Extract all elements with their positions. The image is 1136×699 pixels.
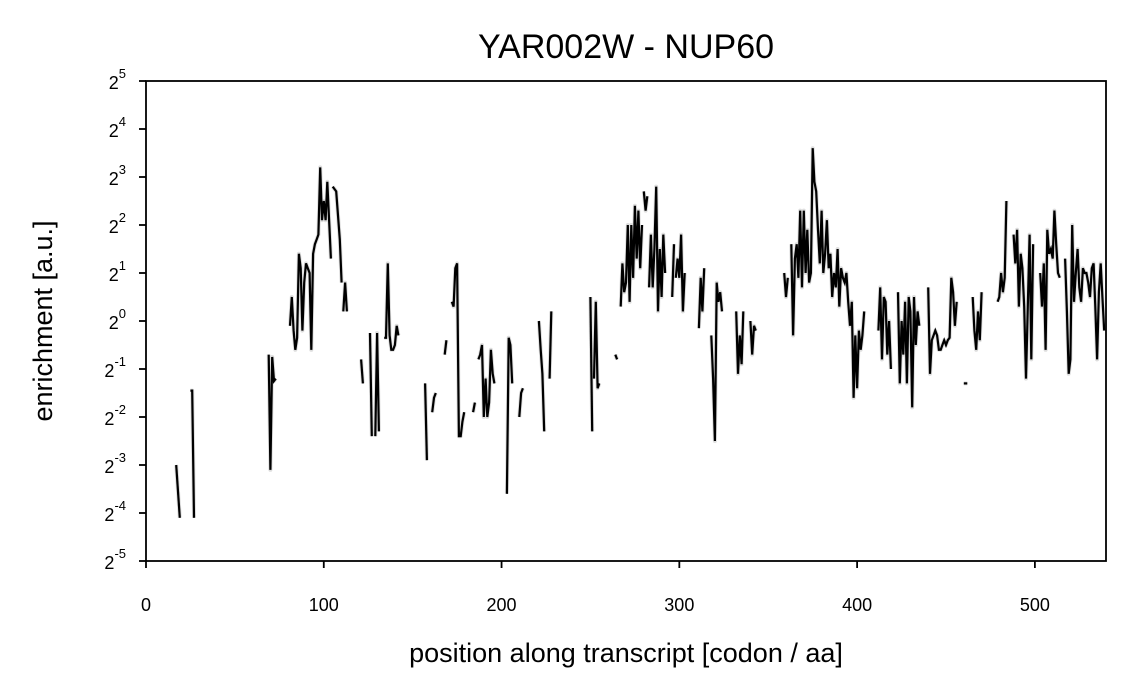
x-tick-label: 300 [664, 595, 694, 615]
x-axis-label: position along transcript [codon / aa] [409, 638, 843, 668]
enrichment-line-segment [431, 392, 437, 413]
enrichment-line-segment [472, 402, 476, 413]
enrichment-line-segment [360, 359, 364, 384]
enrichment-line-segment [749, 320, 757, 355]
enrichment-line-segment [697, 268, 706, 329]
enrichment-line-segment [614, 354, 619, 360]
enrichment-line-segment [1064, 224, 1106, 374]
enrichment-line-segment [374, 332, 380, 437]
y-tick-exponent: 1 [119, 258, 126, 273]
y-tick-base: 2 [109, 265, 119, 285]
chart-title: YAR002W - NUP60 [478, 28, 774, 66]
enrichment-line-segment [735, 311, 745, 374]
enrichment-line-segment [384, 263, 400, 351]
x-tick-label: 200 [487, 595, 517, 615]
enrichment-line-segment [175, 464, 181, 518]
enrichment-line-layer [175, 148, 1106, 518]
y-tick-label: 20 [109, 306, 126, 333]
y-tick-label: 24 [109, 114, 126, 141]
enrichment-line-segment [518, 387, 524, 418]
enrichment-line-segment [267, 354, 277, 470]
plot-area [145, 80, 1107, 562]
enrichment-line-segment [790, 148, 866, 398]
enrichment-line-segment [710, 282, 724, 442]
enrichment-line-segment [592, 301, 601, 389]
enrichment-line-segment [424, 383, 428, 461]
y-tick-exponent: 4 [119, 114, 126, 129]
enrichment-line-segment [368, 332, 373, 437]
enrichment-line-segment [642, 191, 649, 211]
y-tick-base: 2 [109, 217, 119, 237]
enrichment-line-segment [783, 272, 789, 298]
y-tick-base: 2 [104, 457, 114, 477]
enrichment-line-segment [1039, 210, 1061, 350]
y-tick-exponent: 5 [119, 66, 126, 81]
enrichment-line-segment [342, 282, 348, 312]
y-axis-label: enrichment [a.u.] [28, 220, 58, 421]
enrichment-line-segment [648, 186, 667, 312]
y-tick-label: 2-1 [104, 354, 126, 381]
enrichment-line-segment [537, 320, 546, 432]
y-tick-label: 22 [109, 210, 126, 237]
y-tick-exponent: 3 [119, 162, 126, 177]
y-tick-label: 2-3 [104, 450, 126, 477]
x-tick-label: 0 [141, 595, 151, 615]
enrichment-line-segment [927, 277, 958, 374]
enrichment-line-segment [505, 337, 514, 494]
y-tick-exponent: -4 [114, 498, 126, 513]
enrichment-line-segment [477, 344, 496, 418]
enrichment-line-segment [877, 287, 892, 370]
enrichment-line-segment [674, 234, 686, 312]
y-tick-label: 2-4 [104, 498, 126, 525]
y-tick-base: 2 [104, 361, 114, 381]
enrichment-line-segment [450, 263, 466, 438]
y-tick-base: 2 [109, 121, 119, 141]
y-tick-label: 21 [109, 258, 126, 285]
enrichment-line-segment [1012, 229, 1035, 379]
confidence-band-layer [174, 146, 1106, 518]
x-tick-label: 500 [1020, 595, 1050, 615]
y-tick-label: 2-5 [104, 546, 126, 573]
y-tick-base: 2 [104, 505, 114, 525]
y-tick-base: 2 [109, 73, 119, 93]
y-tick-base: 2 [104, 409, 114, 429]
enrichment-line-segment [331, 185, 343, 283]
y-tick-exponent: -3 [114, 450, 126, 465]
enrichment-line-segment [190, 389, 196, 518]
enrichment-line-segment [619, 205, 644, 307]
y-tick-base: 2 [109, 169, 119, 189]
enrichment-line-segment [996, 200, 1008, 303]
x-axis: 0 100 200 300 400 500 [141, 561, 1050, 615]
y-tick-exponent: -1 [114, 354, 126, 369]
y-tick-label: 2-2 [104, 402, 126, 429]
y-tick-exponent: 2 [119, 210, 126, 225]
y-tick-base: 2 [109, 313, 119, 333]
y-tick-exponent: 0 [119, 306, 126, 321]
y-tick-label: 25 [109, 66, 126, 93]
y-tick-label: 23 [109, 162, 126, 189]
enrichment-line-segment [971, 292, 983, 350]
x-tick-label: 400 [842, 595, 872, 615]
x-tick-label: 100 [309, 595, 339, 615]
enrichment-line-segment [671, 244, 676, 298]
y-tick-base: 2 [104, 553, 114, 573]
y-tick-exponent: -5 [114, 546, 126, 561]
enrichment-line-segment [288, 167, 332, 350]
enrichment-line-segment [896, 292, 921, 408]
y-tick-exponent: -2 [114, 402, 126, 417]
enrichment-line-segment [589, 296, 594, 432]
enrichment-line-segment [443, 340, 448, 355]
enrichment-line-segment [548, 311, 553, 379]
